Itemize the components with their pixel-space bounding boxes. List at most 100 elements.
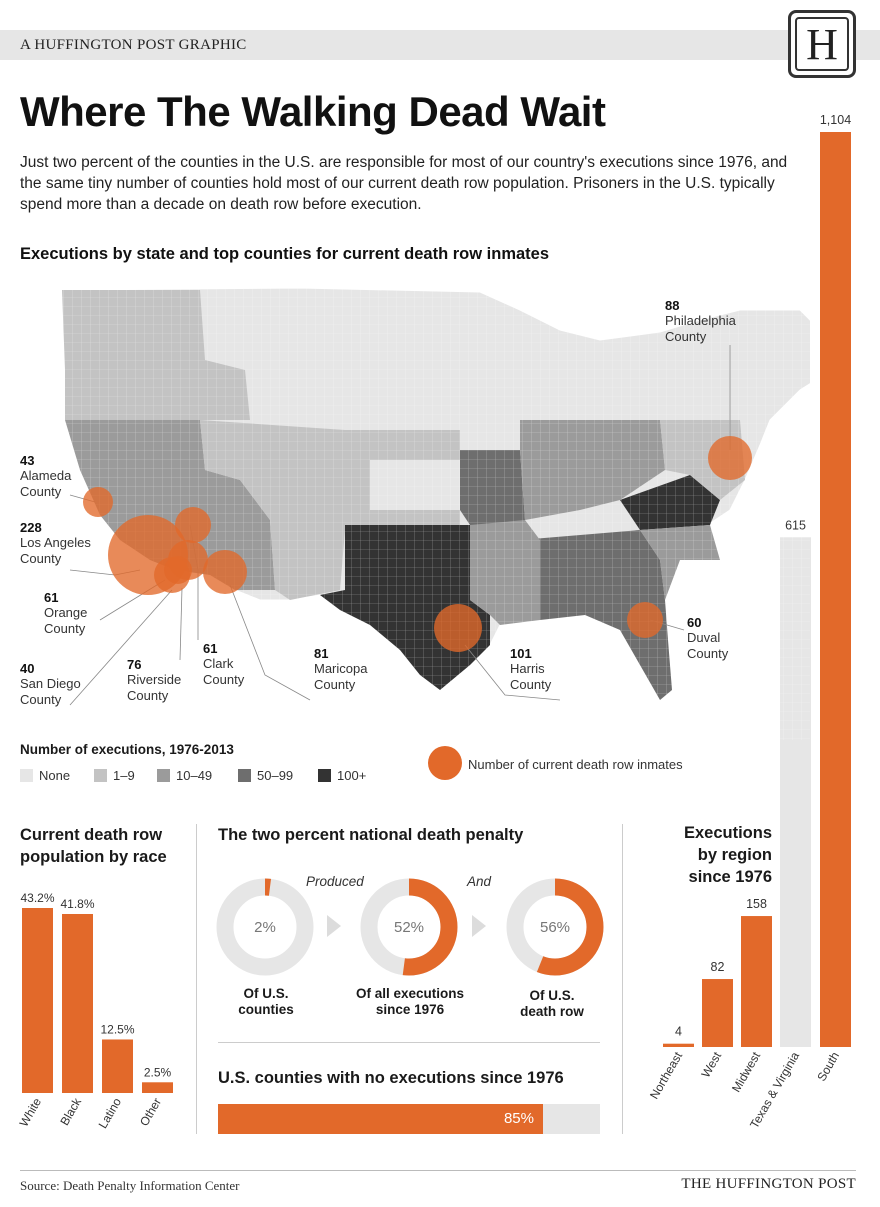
callout-label: County <box>687 646 729 661</box>
callout-clark: 61 Clark County <box>203 641 244 688</box>
callout-riverside: 76 Riverside County <box>127 657 181 704</box>
callout-los-angeles: 228 Los Angeles County <box>20 520 91 567</box>
race-value-label: 12.5% <box>100 1022 134 1036</box>
circle-philadelphia <box>708 436 752 480</box>
callout-duval: 60 Duval County <box>687 615 728 662</box>
callout-label: County <box>44 621 86 636</box>
race-bar-black <box>62 913 93 1093</box>
callout-value: 81 <box>314 646 329 661</box>
donut-slice-of-u-s-death-row <box>506 878 604 976</box>
region-category-label: Midwest <box>729 1049 763 1095</box>
region-category-label: Northeast <box>647 1049 685 1102</box>
callout-label: Maricopa <box>314 661 368 676</box>
donut-label-line: Of U.S. <box>243 986 289 1001</box>
region-category-label: South <box>814 1050 842 1084</box>
legend-item-none: None <box>20 768 70 783</box>
callout-label: County <box>20 692 62 707</box>
callout-label: Clark <box>203 656 234 671</box>
callout-alameda: 43 Alameda County <box>20 453 71 500</box>
arrow-icon <box>327 915 341 937</box>
donut-label-line: death row <box>520 1004 584 1019</box>
callout-label: County <box>20 484 62 499</box>
section-divider <box>622 824 623 1134</box>
no-executions-bar-fill <box>218 1104 543 1134</box>
donut-value: 2% <box>254 919 276 936</box>
race-chart-title: Current death row population by race <box>20 824 167 868</box>
circle-riverside <box>168 540 208 580</box>
race-bar-other <box>142 1082 173 1093</box>
callout-san-diego: 40 San Diego County <box>20 661 81 708</box>
donut-slice-of-u-s-counties <box>216 878 314 976</box>
legend-label: 10–49 <box>176 768 213 783</box>
legend-circle-swatch <box>428 746 462 780</box>
legend-swatch <box>20 769 33 782</box>
region-bar-chart: 4Northeast82West158Midwest615Texas & Vir… <box>647 113 851 1131</box>
race-category-label: White <box>17 1095 45 1129</box>
donut-slice-of-all-executions-since-1976 <box>360 878 458 976</box>
callout-value: 101 <box>510 646 532 661</box>
callout-label: County <box>665 329 707 344</box>
callout-label: County <box>314 677 356 692</box>
huffpost-logo: H <box>788 10 856 78</box>
two-percent-title: The two percent national death penalty <box>218 826 524 844</box>
region-title-line3: since 1976 <box>688 868 772 886</box>
region-bar-west <box>702 979 733 1047</box>
legend-item-50-99: 50–99 <box>238 768 293 783</box>
region-title-line1: Executions <box>683 824 772 842</box>
us-execution-map <box>0 270 810 740</box>
leader-maricopa <box>229 584 311 701</box>
race-category-label: Latino <box>96 1095 125 1131</box>
callout-label: Philadelphia <box>665 313 736 328</box>
region-value-label: 1,104 <box>820 113 851 127</box>
region-bar-south <box>820 132 851 1047</box>
race-category-label: Black <box>57 1095 84 1128</box>
callout-value: 60 <box>687 615 702 630</box>
source-note: Source: Death Penalty Information Center <box>20 1178 240 1193</box>
callout-philadelphia: 88 Philadelphia County <box>665 298 736 345</box>
callout-value: 40 <box>20 661 35 676</box>
race-title-line2: population by race <box>20 848 167 866</box>
callout-label: Duval <box>687 630 721 645</box>
callout-harris: 101 Harris County <box>510 646 551 693</box>
legend-label: 100+ <box>337 768 367 783</box>
race-value-label: 2.5% <box>144 1065 172 1079</box>
legend-circle-label: Number of current death row inmates <box>468 757 683 772</box>
leader-harris <box>464 644 561 701</box>
legend-swatch <box>157 769 170 782</box>
race-bar-white <box>22 908 53 1093</box>
race-bar-chart: 43.2% White 41.8% Black 12.5% Latino 2.5% Other <box>17 891 173 1131</box>
legend-label: 50–99 <box>257 768 294 783</box>
race-value-label: 43.2% <box>20 891 54 905</box>
leader-san-diego <box>69 589 173 706</box>
legend-swatch <box>238 769 251 782</box>
section-divider <box>218 1042 600 1043</box>
legend-item-100plus: 100+ <box>318 768 366 783</box>
region-title-line2: by region <box>697 846 772 864</box>
callout-label: County <box>127 688 169 703</box>
region-category-label: West <box>698 1049 724 1080</box>
callout-value: 228 <box>20 520 42 535</box>
donut-value: 52% <box>394 919 424 936</box>
race-value-label: 41.8% <box>60 897 94 911</box>
region-bar-midwest <box>741 916 772 1047</box>
callout-maricopa: 81 Maricopa County <box>314 646 367 693</box>
callout-label: Los Angeles <box>20 535 91 550</box>
legend-title: Number of executions, 1976-2013 <box>20 742 234 757</box>
circle-harris <box>434 604 482 652</box>
page-title: Where The Walking Dead Wait <box>20 88 606 135</box>
circle-maricopa <box>203 550 247 594</box>
race-bar-latino <box>102 1039 133 1093</box>
circle-alameda <box>83 487 113 517</box>
callout-value: 43 <box>20 453 35 468</box>
donut-value: 56% <box>540 919 570 936</box>
section-divider <box>196 824 197 1134</box>
donut-label-line: since 1976 <box>375 1002 445 1017</box>
callout-label: Riverside <box>127 672 182 687</box>
region-bar-northeast <box>663 1043 694 1047</box>
callout-label: Harris <box>510 661 545 676</box>
arrow-icon <box>472 915 486 937</box>
no-executions-value: 85% <box>503 1110 534 1127</box>
no-executions-title: U.S. counties with no executions since 1… <box>218 1069 564 1087</box>
legend-label: None <box>39 768 71 783</box>
region-value-label: 158 <box>746 897 767 911</box>
